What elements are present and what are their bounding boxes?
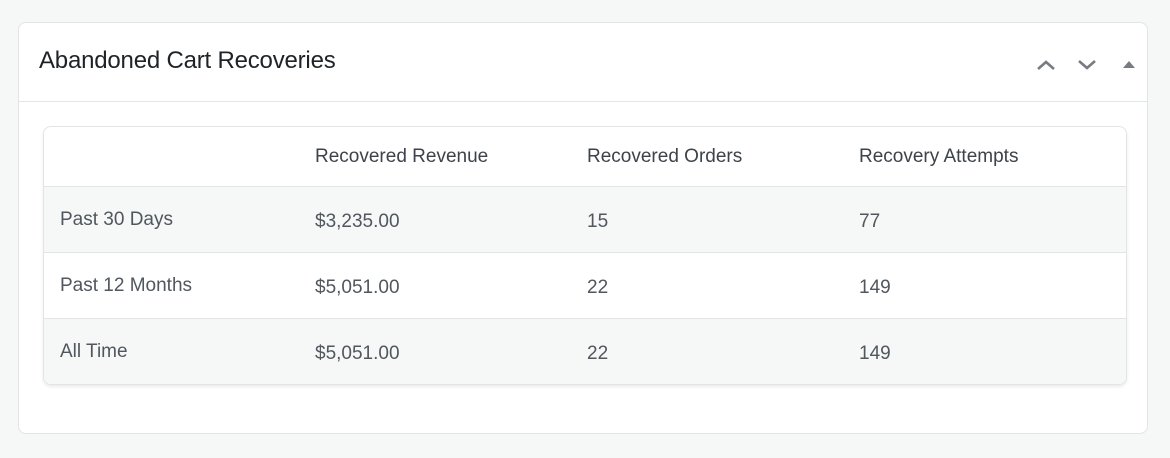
period-cell: Past 12 Months bbox=[44, 252, 314, 319]
attempts-cell: 77 bbox=[858, 186, 1126, 253]
revenue-cell: $3,235.00 bbox=[314, 186, 586, 253]
abandoned-cart-widget: Abandoned Cart Recoveries Recovered Reve… bbox=[18, 22, 1148, 434]
table-row: Past 30 Days $3,235.00 15 77 bbox=[44, 186, 1126, 253]
move-up-button[interactable] bbox=[1034, 53, 1058, 77]
table-header-row: Recovered Revenue Recovered Orders Recov… bbox=[44, 127, 1126, 187]
table-row: Past 12 Months $5,051.00 22 149 bbox=[44, 252, 1126, 319]
orders-cell: 22 bbox=[586, 318, 858, 384]
attempts-cell: 149 bbox=[858, 318, 1126, 384]
period-cell: All Time bbox=[44, 318, 314, 384]
move-down-button[interactable] bbox=[1075, 53, 1099, 77]
widget-title: Abandoned Cart Recoveries bbox=[39, 47, 336, 74]
orders-cell: 22 bbox=[586, 252, 858, 319]
recoveries-table: Recovered Revenue Recovered Orders Recov… bbox=[43, 126, 1127, 385]
toggle-panel-button[interactable] bbox=[1117, 53, 1141, 77]
revenue-cell: $5,051.00 bbox=[314, 318, 586, 384]
column-header-attempts: Recovery Attempts bbox=[859, 145, 1019, 167]
chevron-up-icon bbox=[1037, 60, 1055, 70]
revenue-cell: $5,051.00 bbox=[314, 252, 586, 319]
column-header-revenue: Recovered Revenue bbox=[315, 145, 489, 167]
triangle-up-icon bbox=[1123, 61, 1135, 68]
orders-cell: 15 bbox=[586, 186, 858, 253]
column-header-period bbox=[44, 127, 314, 187]
chevron-down-icon bbox=[1078, 60, 1096, 70]
attempts-cell: 149 bbox=[858, 252, 1126, 319]
column-header-orders: Recovered Orders bbox=[587, 145, 743, 167]
table-row: All Time $5,051.00 22 149 bbox=[44, 318, 1126, 384]
period-cell: Past 30 Days bbox=[44, 186, 314, 253]
widget-header: Abandoned Cart Recoveries bbox=[19, 23, 1147, 102]
